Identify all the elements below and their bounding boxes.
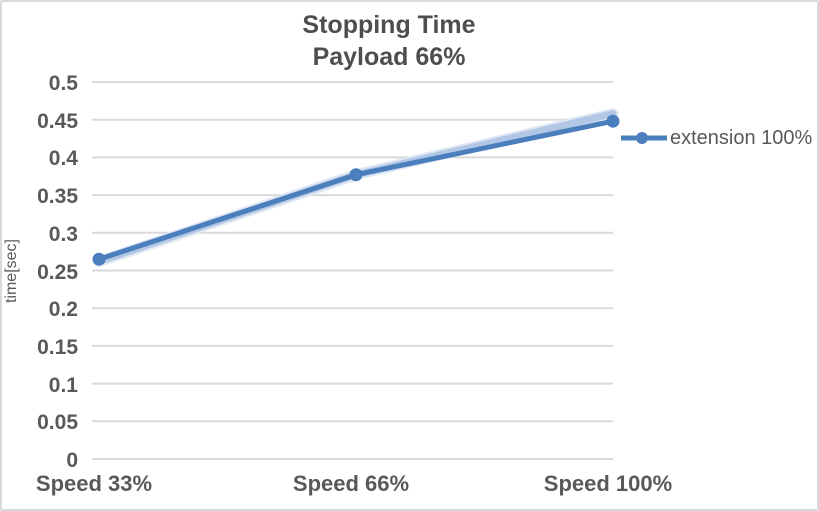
y-tick-label: 0.15 [37, 335, 78, 359]
y-tick-label: 0.45 [37, 109, 78, 133]
data-point [92, 252, 106, 266]
x-tick-label: Speed 33% [35, 471, 153, 496]
chart-title-block: Stopping Time Payload 66% [0, 9, 778, 73]
y-tick-label: 0 [66, 449, 78, 472]
y-tick-label: 0.2 [48, 298, 78, 322]
data-point [349, 168, 363, 182]
chart-subtitle: Payload 66% [312, 43, 466, 71]
x-tick-label: Speed 66% [292, 471, 410, 496]
y-tick-label: 0.25 [37, 260, 78, 284]
y-tick-label: 0.5 [48, 72, 78, 95]
legend-line-marker-icon [621, 132, 667, 144]
y-tick-label: 0.4 [48, 147, 78, 171]
legend-label: extension 100% [670, 127, 813, 149]
y-tick-label: 0.3 [48, 222, 78, 246]
y-tick-label: 0.05 [37, 411, 78, 435]
chart-title: Stopping Time [302, 11, 476, 39]
y-tick-label: 0.1 [48, 373, 78, 397]
data-point [606, 114, 620, 128]
x-tick-label: Speed 100% [543, 471, 673, 496]
legend: extension 100% [620, 125, 812, 151]
y-tick-label: 0.35 [37, 185, 78, 209]
